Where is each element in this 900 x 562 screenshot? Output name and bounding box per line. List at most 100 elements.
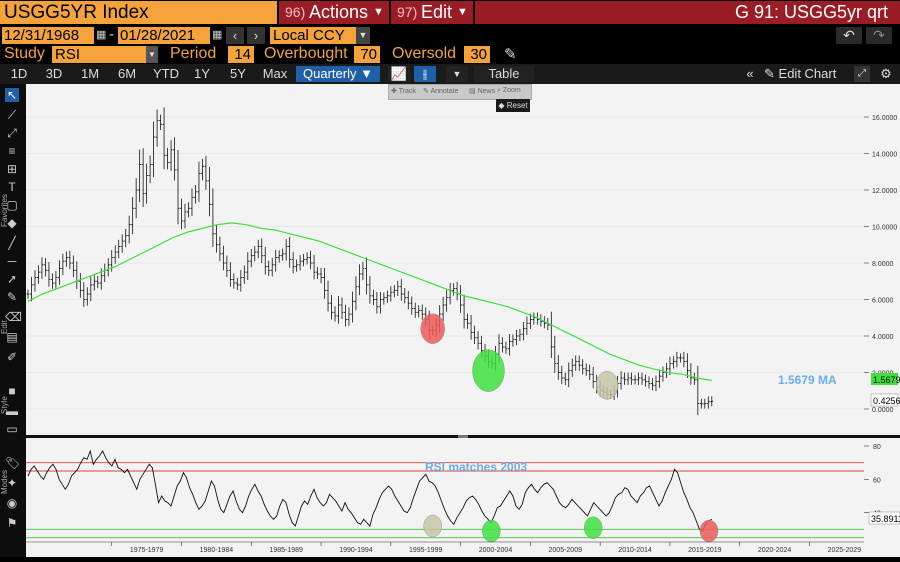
- rsi-y-tick-label: 60: [873, 477, 881, 484]
- oversold-label: Oversold: [392, 45, 457, 62]
- x-tick-label: 1980-1984: [200, 547, 234, 554]
- style-thick-icon[interactable]: ▭: [6, 422, 18, 436]
- actions-menu[interactable]: 96) Actions ▼: [279, 1, 389, 24]
- redo-button[interactable]: ↷: [866, 27, 892, 44]
- end-calendar-icon[interactable]: ▦: [212, 29, 223, 41]
- ticker-field[interactable]: USGG5YR Index: [0, 1, 277, 24]
- chart-type-chevron-icon[interactable]: ▼: [446, 66, 468, 82]
- date-bar: 12/31/1968 ▦ - 01/28/2021 ▦ ‹ › Local CC…: [0, 25, 900, 45]
- y-tick-label: 16.0000: [872, 115, 897, 122]
- ticker-text: USGG5YR Index: [4, 2, 149, 23]
- x-tick-label: 1990-1994: [339, 547, 373, 554]
- settings-button[interactable]: ⚙: [876, 66, 896, 82]
- y-tick-label: 14.0000: [872, 152, 897, 159]
- range-button-ytd[interactable]: YTD: [153, 66, 179, 81]
- mode-icon[interactable]: ⚑: [6, 516, 18, 530]
- layers-icon[interactable]: ▤: [6, 330, 18, 344]
- text-tool-icon[interactable]: T: [8, 180, 16, 194]
- brush-icon[interactable]: ✐: [6, 350, 18, 364]
- undo-button[interactable]: ↶: [836, 27, 862, 44]
- double-chevron-left-icon: «: [746, 66, 754, 81]
- range-button-1m[interactable]: 1M: [80, 66, 100, 81]
- range-button-6m[interactable]: 6M: [117, 66, 137, 81]
- bar-chart-button[interactable]: ⫲: [414, 66, 436, 82]
- overbought-field[interactable]: 70: [354, 46, 380, 63]
- actions-code: 96): [285, 4, 306, 20]
- table-text: Table: [488, 66, 520, 81]
- line-chart-button[interactable]: 📈: [388, 66, 410, 82]
- x-tick-label: 2025-2029: [828, 547, 862, 554]
- prev-period-button[interactable]: ‹: [226, 27, 244, 44]
- end-date-field[interactable]: 01/28/2021: [118, 27, 210, 44]
- x-tick-label: 2015-2019: [688, 547, 722, 554]
- range-button-max[interactable]: Max: [262, 66, 288, 81]
- frequency-dropdown[interactable]: Quarterly ▼: [296, 66, 380, 82]
- eraser-icon[interactable]: ⌫: [5, 310, 22, 324]
- period-field[interactable]: 14: [228, 46, 254, 63]
- fib-icon[interactable]: ≡: [8, 144, 16, 158]
- style-section-label: Style: [0, 396, 9, 414]
- range-button-3d[interactable]: 3D: [45, 66, 63, 81]
- edit-chart-button[interactable]: ✎ Edit Chart: [764, 66, 850, 82]
- collapse-button[interactable]: «: [740, 66, 760, 82]
- study-dropdown[interactable]: RSI: [52, 46, 148, 63]
- marker-icon[interactable]: ◆: [7, 216, 17, 230]
- next-period-button[interactable]: ›: [247, 27, 265, 44]
- arrow-icon[interactable]: ➚: [6, 272, 18, 286]
- rect-tool-icon[interactable]: ▢: [6, 198, 18, 212]
- trend-icon[interactable]: ╱: [8, 236, 16, 250]
- pane-resize-handle[interactable]: [458, 435, 468, 438]
- table-button[interactable]: Table: [474, 66, 534, 82]
- channel-icon[interactable]: ⊞: [6, 162, 18, 176]
- rsi-y-tick-label: 80: [873, 444, 881, 451]
- currency-chevron-icon[interactable]: ▼: [356, 27, 370, 44]
- highlight-circle-gray: [595, 371, 619, 400]
- square-icon[interactable]: ■: [8, 384, 16, 398]
- edit-menu[interactable]: 97) Edit ▼: [391, 1, 473, 24]
- rsi-circle-green: [583, 516, 603, 539]
- start-calendar-icon[interactable]: ▦: [96, 29, 107, 41]
- hline-icon[interactable]: ─: [7, 254, 17, 268]
- x-tick-label: 2005-2009: [549, 547, 583, 554]
- currency-dropdown[interactable]: Local CCY: [270, 27, 356, 44]
- chart-toolbar: 1D 3D 1M 6M YTD 1Y 5Y Max Quarterly ▼ 📈 ⫲ ▼ Tab…: [0, 64, 900, 84]
- annotate-text: Annotate: [430, 88, 459, 95]
- overbought-value: 70: [360, 46, 377, 63]
- zoom-button[interactable]: ⌕ Zoom: [497, 87, 521, 94]
- pencil-icon[interactable]: ✎: [504, 46, 517, 63]
- pointer-icon[interactable]: ↖: [5, 88, 19, 102]
- ohlc-bar-icon: ⫲: [422, 66, 428, 81]
- chart-area[interactable]: 1.5679 MA 16.0000 14.0000 12.0000 10.0000 8.…: [26, 84, 900, 557]
- reset-button[interactable]: ◆ Reset: [496, 99, 530, 112]
- cursor-mode-icon[interactable]: ✦: [6, 476, 18, 490]
- annotate-button[interactable]: ✎ Annotate: [423, 88, 459, 95]
- chart-mode-popup: ✚ Track ✎ Annotate ▤ News ⌕ Zoom: [388, 84, 532, 100]
- range-button-1d[interactable]: 1D: [10, 66, 28, 81]
- globe-icon[interactable]: ◉: [6, 496, 18, 510]
- expand-button[interactable]: ⤢: [854, 66, 870, 82]
- y-tick-label: 4.0000: [872, 334, 894, 341]
- date-separator: -: [109, 26, 114, 43]
- undo-icon: ↶: [843, 27, 855, 43]
- style-line-icon[interactable]: ▬: [6, 404, 18, 418]
- line-draw-icon[interactable]: ⟋: [7, 108, 17, 122]
- zoom-text: Zoom: [502, 87, 521, 94]
- range-button-5y[interactable]: 5Y: [230, 66, 246, 81]
- title-right-block: G 91: USGG5yr qrt: [475, 1, 900, 24]
- news-button[interactable]: ▤ News: [469, 88, 496, 95]
- start-date-field[interactable]: 12/31/1968: [2, 27, 94, 44]
- tag-icon[interactable]: 🏷: [5, 456, 21, 470]
- modes-section-label: Modes: [0, 469, 9, 494]
- x-tick-label: 2020-2024: [758, 547, 792, 554]
- range-button-1y[interactable]: 1Y: [194, 66, 210, 81]
- rsi-circle-gray: [423, 514, 442, 538]
- oversold-field[interactable]: 30: [464, 46, 490, 63]
- chart-svg[interactable]: 1.5679 MA 16.0000 14.0000 12.0000 10.0000 8.…: [26, 84, 900, 557]
- y-tick-label: 6.0000: [872, 298, 894, 305]
- pen-icon[interactable]: ✎: [6, 290, 18, 304]
- study-chevron-icon[interactable]: ▼: [146, 46, 158, 63]
- highlight-circle-green: [472, 349, 505, 392]
- ray-icon[interactable]: ⤢: [7, 126, 17, 140]
- track-button[interactable]: ✚ Track: [391, 88, 416, 95]
- highlight-circle-red: [420, 313, 445, 344]
